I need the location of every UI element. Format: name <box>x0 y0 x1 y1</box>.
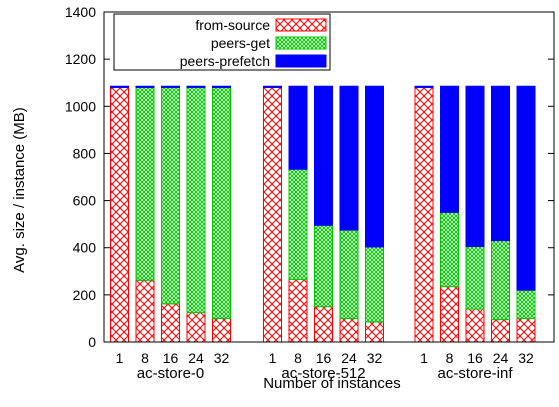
bar-segment-from-source <box>465 308 485 343</box>
bar-segment-peers-get <box>314 224 333 308</box>
bar-segment-from-source <box>288 279 308 343</box>
bars-layer <box>110 85 536 343</box>
y-tick-label: 0 <box>88 334 96 350</box>
x-tick-label: 16 <box>316 350 332 366</box>
x-tick-label: 1 <box>269 350 277 366</box>
bar-segment-from-source <box>365 321 384 343</box>
bar-segment-peers-prefetch <box>288 85 308 170</box>
bar-segment-peers-prefetch <box>339 85 359 231</box>
bar-segment-peers-get <box>186 86 206 314</box>
bar-segment-from-source <box>263 86 282 343</box>
group-label: ac-store-inf <box>437 365 513 382</box>
x-tick-label: 8 <box>141 350 149 366</box>
y-axis-label: Avg. size / instance (MB) <box>11 107 28 273</box>
bar-segment-peers-get <box>161 86 180 305</box>
y-tick-label: 1400 <box>65 4 96 20</box>
x-tick-label: 1 <box>420 350 428 366</box>
x-tick-label: 1 <box>116 350 124 366</box>
bar-segment-from-source <box>314 306 333 343</box>
bar-segment-peers-get <box>135 86 155 281</box>
y-tick-label: 400 <box>73 240 97 256</box>
y-tick-label: 600 <box>73 193 97 209</box>
bar-segment-peers-get <box>516 289 536 319</box>
bar-segment-peers-prefetch <box>491 85 510 242</box>
bar-segment-peers-prefetch <box>365 85 384 248</box>
bar-segment-peers-prefetch <box>465 85 485 248</box>
bar-segment-peers-prefetch <box>440 85 459 213</box>
bar-segment-from-source <box>110 86 129 343</box>
y-tick-label: 200 <box>73 287 97 303</box>
bar-segment-peers-get <box>288 168 308 281</box>
x-tick-label: 32 <box>214 350 230 366</box>
bar-segment-peers-prefetch <box>135 85 155 88</box>
legend-label: from-source <box>195 17 270 33</box>
bar-segment-from-source <box>135 279 155 343</box>
legend-swatch <box>275 18 327 32</box>
bar-segment-peers-get <box>339 229 359 319</box>
bar-segment-peers-get <box>365 246 384 323</box>
legend-swatch <box>275 36 327 50</box>
bar-segment-peers-prefetch <box>314 85 333 226</box>
plot-frame <box>103 11 555 343</box>
y-tick-label: 1000 <box>65 98 96 114</box>
x-tick-label: 8 <box>294 350 302 366</box>
group-label: ac-store-512 <box>281 365 365 382</box>
bar-segment-peers-prefetch <box>516 85 536 291</box>
bar-segment-peers-prefetch <box>263 85 282 88</box>
x-axis-label: Number of instances <box>263 375 401 392</box>
bar-segment-peers-get <box>440 211 459 288</box>
bar-segment-peers-prefetch <box>212 85 231 88</box>
bar-segment-from-source <box>414 86 434 343</box>
bar-segment-peers-prefetch <box>110 85 129 88</box>
bar-segment-peers-get <box>212 86 231 319</box>
x-tick-label: 24 <box>188 350 204 366</box>
y-tick-label: 1200 <box>65 51 96 67</box>
legend-label: peers-prefetch <box>180 53 270 69</box>
bar-segment-from-source <box>161 303 180 343</box>
legend-label: peers-get <box>211 35 270 51</box>
bar-segment-from-source <box>212 317 231 343</box>
axes-layer: 0 200 400 600 800 1000 1200 1400 <box>65 4 554 350</box>
bar-segment-peers-prefetch <box>414 85 434 88</box>
bar-segment-from-source <box>491 319 510 343</box>
legend-swatch <box>275 54 327 68</box>
x-tick-label: 16 <box>163 350 179 366</box>
bar-segment-from-source <box>516 317 536 343</box>
group-label: ac-store-0 <box>137 365 205 382</box>
bar-segment-peers-prefetch <box>186 85 206 88</box>
bar-segment-peers-get <box>465 246 485 310</box>
bar-segment-from-source <box>339 317 359 343</box>
x-tick-label: 32 <box>367 350 383 366</box>
x-tick-label: 16 <box>467 350 483 366</box>
bar-segment-from-source <box>186 312 206 343</box>
x-tick-label: 24 <box>341 350 357 366</box>
y-tick-label: 800 <box>73 145 97 161</box>
legend: from-source peers-get peers-prefetch <box>103 11 555 343</box>
x-tick-label: 24 <box>493 350 509 366</box>
bar-segment-from-source <box>440 286 459 343</box>
bar-segment-peers-prefetch <box>161 85 180 88</box>
x-tick-label: 32 <box>518 350 534 366</box>
x-tick-label: 8 <box>446 350 454 366</box>
bar-segment-peers-get <box>491 240 510 321</box>
